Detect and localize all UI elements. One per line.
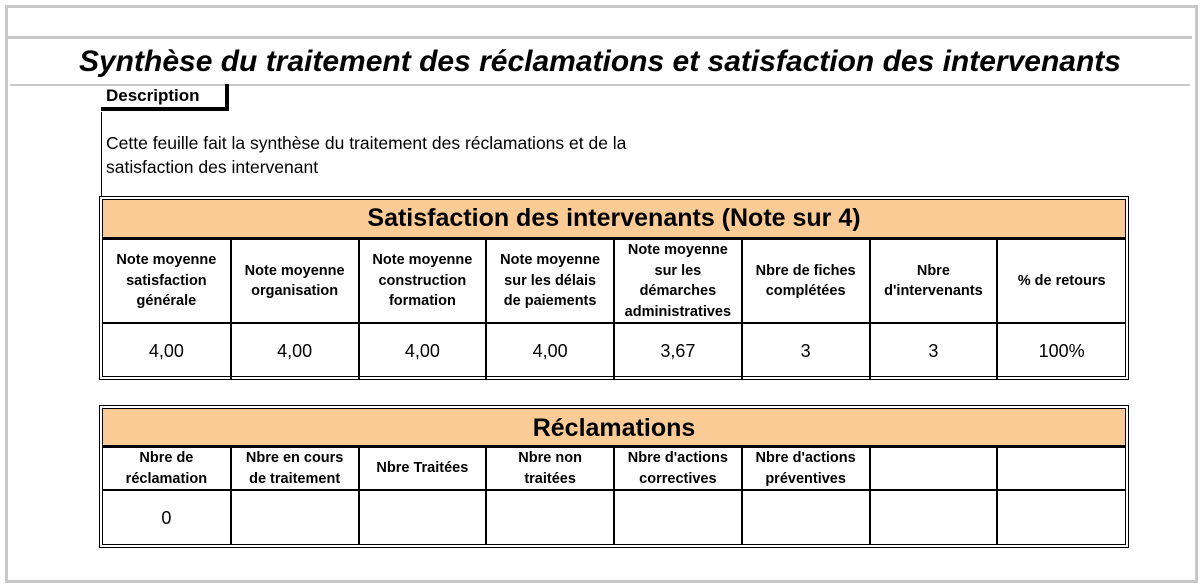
description-line-2: satisfaction des intervenant [106, 157, 319, 177]
satisfaction-header-text: % de retours [1017, 272, 1106, 289]
satisfaction-header-text: Nbre [916, 262, 950, 279]
reclamations-panel: Réclamations Nbre de réclamation Nbre en c… [99, 405, 1129, 548]
reclamations-header-text: traitées [524, 470, 576, 487]
description-label: Description [101, 84, 229, 111]
reclamations-value-cell[interactable]: 0 [103, 489, 232, 545]
reclamations-header-cell[interactable]: Nbre de réclamation [103, 448, 232, 491]
reclamations-title: Réclamations [103, 409, 1125, 448]
reclamations-header-cell[interactable]: Nbre d'actions correctives [613, 448, 743, 491]
satisfaction-header-text: d'intervenants [884, 283, 983, 299]
reclamations-header-text: Nbre non [518, 450, 582, 466]
satisfaction-header-text: administratives [624, 303, 732, 320]
reclamations-header-cell[interactable]: Nbre en cours de traitement [229, 448, 360, 491]
reclamations-value-cell[interactable] [485, 489, 615, 545]
satisfaction-value-cell[interactable]: 100% [996, 322, 1125, 379]
reclamations-value-cell[interactable] [996, 489, 1125, 545]
satisfaction-panel: Satisfaction des intervenants (Note sur … [99, 196, 1129, 380]
satisfaction-header-cell[interactable]: Note moyenne sur les démarches administrati… [613, 240, 743, 324]
reclamations-value-cell[interactable] [613, 489, 743, 545]
reclamations-value-cell[interactable] [868, 489, 999, 545]
reclamations-header-cell[interactable]: Nbre non traitées [485, 448, 615, 491]
reclamations-header-row: Nbre de réclamation Nbre en cours de traite… [103, 448, 1125, 491]
satisfaction-header-cell[interactable]: Note moyenne construction formation [357, 240, 488, 324]
satisfaction-table: Note moyenne satisfaction générale Note moy… [103, 240, 1125, 379]
satisfaction-value-cell[interactable]: 4,00 [103, 322, 232, 379]
reclamations-header-text: Nbre d'actions [755, 450, 856, 466]
satisfaction-header-cell[interactable]: Note moyenne organisation [229, 240, 360, 324]
satisfaction-value-cell[interactable]: 4,00 [357, 322, 488, 379]
satisfaction-header-cell[interactable]: % de retours [996, 240, 1125, 324]
reclamations-header-text: correctives [639, 470, 717, 487]
satisfaction-header-text: complétées [765, 283, 846, 299]
reclamations-table: Nbre de réclamation Nbre en cours de traite… [103, 448, 1125, 545]
satisfaction-header-text: satisfaction [126, 272, 207, 289]
satisfaction-header-text: Note moyenne [116, 252, 217, 269]
reclamations-value-cell[interactable] [229, 489, 360, 545]
satisfaction-header-text: Note moyenne [372, 252, 473, 269]
top-rule [5, 36, 1192, 39]
reclamations-header-text: préventives [765, 470, 846, 487]
satisfaction-value-cell[interactable]: 4,00 [485, 322, 615, 379]
satisfaction-header-text: sur les délais [504, 272, 597, 289]
reclamations-header-cell[interactable]: Nbre Traitées [357, 448, 488, 491]
satisfaction-header-cell[interactable]: Nbre de fiches complétées [740, 240, 871, 324]
description-line-1: Cette feuille fait la synthèse du traite… [106, 133, 627, 153]
reclamations-header-text: Nbre Traitées [376, 460, 469, 477]
reclamations-header-text: Nbre d'actions [627, 450, 728, 466]
satisfaction-value-cell[interactable]: 4,00 [229, 322, 360, 379]
satisfaction-header-text: sur les [654, 262, 702, 279]
satisfaction-value-cell[interactable]: 3 [740, 322, 871, 379]
satisfaction-header-text: de paiements [503, 293, 597, 310]
reclamations-value-cell[interactable] [740, 489, 871, 545]
satisfaction-title: Satisfaction des intervenants (Note sur … [103, 200, 1125, 240]
reclamations-value-cell[interactable] [357, 489, 488, 545]
satisfaction-header-row: Note moyenne satisfaction générale Note moy… [103, 240, 1125, 324]
reclamations-value-row: 0 [103, 489, 1125, 545]
satisfaction-header-cell[interactable]: Note moyenne sur les délais de paiements [485, 240, 615, 324]
reclamations-header-text: Nbre de [139, 450, 194, 466]
reclamations-header-cell[interactable] [868, 448, 999, 491]
satisfaction-header-text: générale [136, 293, 197, 310]
description-text: Cette feuille fait la synthèse du traite… [106, 131, 706, 179]
reclamations-header-cell[interactable]: Nbre d'actions préventives [740, 448, 871, 491]
satisfaction-header-text: Note moyenne [500, 252, 601, 269]
satisfaction-value-cell[interactable]: 3 [868, 322, 999, 379]
reclamations-header-cell[interactable] [996, 448, 1125, 491]
reclamations-header-text: Nbre en cours [245, 450, 344, 466]
satisfaction-header-text: organisation [251, 283, 339, 299]
satisfaction-header-text: construction [378, 272, 467, 289]
reclamations-header-text: de traitement [249, 470, 341, 487]
satisfaction-value-cell[interactable]: 3,67 [613, 322, 743, 379]
satisfaction-header-text: Note moyenne [244, 262, 345, 279]
page-title: Synthèse du traitement des réclamations … [10, 40, 1190, 86]
description-rule [101, 112, 102, 196]
satisfaction-header-text: Nbre de fiches [755, 262, 856, 279]
satisfaction-header-cell[interactable]: Note moyenne satisfaction générale [103, 240, 232, 324]
reclamations-header-text: réclamation [125, 470, 208, 487]
satisfaction-header-cell[interactable]: Nbre d'intervenants [868, 240, 999, 324]
satisfaction-header-text: démarches [639, 283, 717, 299]
satisfaction-value-row: 4,00 4,00 4,00 4,00 3,67 3 3 100% [103, 322, 1125, 379]
satisfaction-header-text: formation [388, 293, 456, 310]
satisfaction-header-text: Note moyenne [627, 242, 728, 258]
